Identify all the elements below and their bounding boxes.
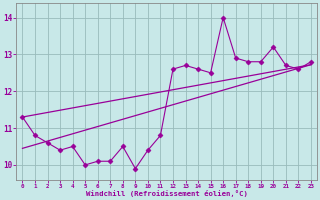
X-axis label: Windchill (Refroidissement éolien,°C): Windchill (Refroidissement éolien,°C) — [86, 190, 248, 197]
